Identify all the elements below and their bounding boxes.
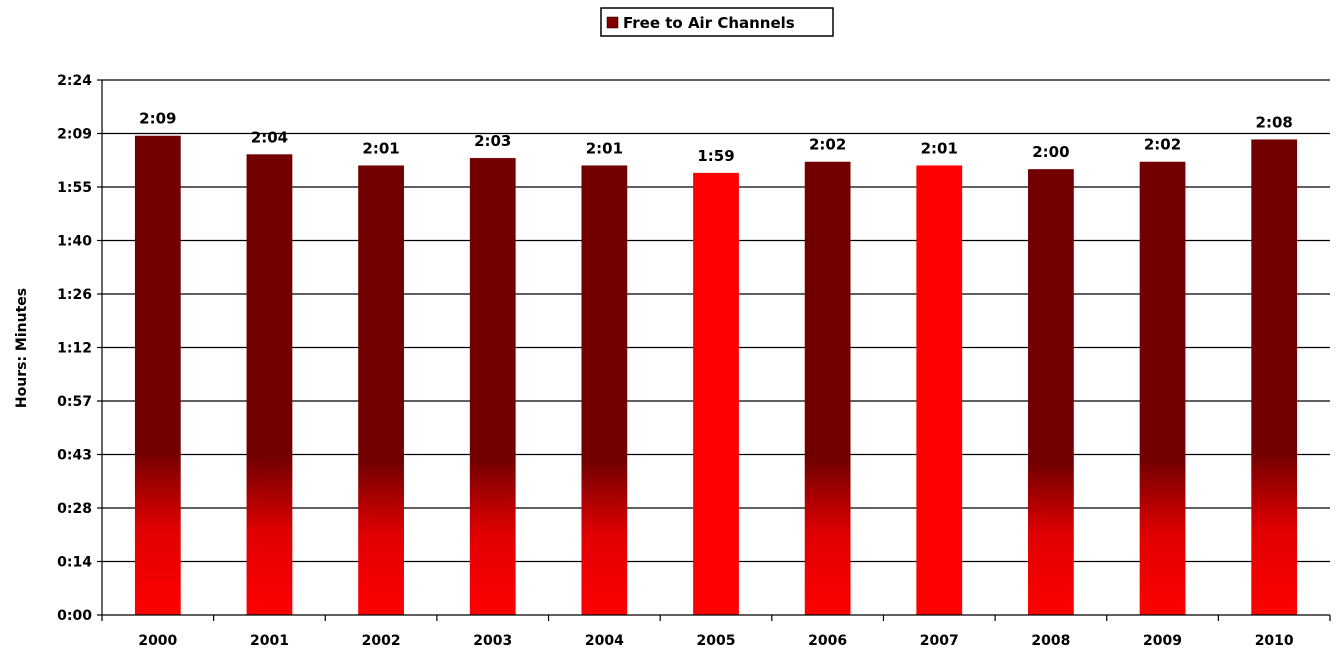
data-label-2009: 2:02	[1144, 136, 1181, 154]
gridlines	[102, 79, 1330, 563]
x-tick-label: 2007	[920, 633, 959, 649]
bar-2002	[358, 165, 404, 615]
bar-2008	[1028, 169, 1074, 615]
data-label-2010: 2:08	[1256, 113, 1293, 131]
y-tick-label: 0:28	[57, 501, 92, 517]
legend-box	[600, 7, 834, 37]
x-tick-label: 2006	[808, 633, 847, 649]
y-tick-label: 1:12	[57, 341, 92, 357]
bar-2003	[469, 158, 516, 616]
data-label-2005: 1:59	[697, 147, 734, 165]
x-tick-label: 2000	[138, 633, 177, 649]
y-tick-label: 0:43	[57, 448, 92, 464]
data-label-2006: 2:02	[809, 136, 846, 154]
x-tick-label: 2010	[1255, 633, 1294, 649]
data-label-2002: 2:01	[362, 139, 399, 157]
data-label-2003: 2:03	[474, 132, 511, 150]
x-tick-label: 2009	[1143, 633, 1182, 649]
bar-2004	[581, 165, 628, 615]
bar-2001	[246, 154, 293, 616]
data-labels: 2:09 2:04 2:01 2:03 2:01 1:59 2:02 2:01 2:00 2:02…	[139, 110, 1293, 165]
bar-2000	[134, 135, 181, 615]
data-label-2001: 2:04	[251, 128, 288, 146]
x-tick-label: 2001	[250, 633, 289, 649]
y-tick-label: 0:57	[57, 394, 92, 410]
bar-2009	[1139, 161, 1186, 615]
y-tick-label: 1:40	[57, 234, 92, 250]
y-tick-label: 0:14	[57, 555, 92, 571]
data-label-2007: 2:01	[921, 139, 958, 157]
bar-2007	[916, 165, 963, 615]
bars	[134, 135, 1298, 616]
y-axis-title: Hours: Minutes	[14, 288, 30, 408]
x-tick-label: 2003	[473, 633, 512, 649]
x-tick-label: 2005	[697, 633, 736, 649]
y-tick-label: 1:55	[57, 180, 92, 196]
x-tick-label: 2008	[1031, 633, 1070, 649]
y-tick-label: 1:26	[57, 287, 92, 303]
y-tick-label: 2:09	[57, 127, 92, 143]
data-label-2000: 2:09	[139, 110, 176, 128]
legend: Free to Air Channels	[600, 7, 834, 37]
y-axis: 0:00 0:14 0:28 0:43 0:57 1:12 1:26 1:40 1:55 2:09…	[57, 73, 103, 624]
bar-2005	[693, 172, 739, 615]
x-axis: 2000 2001 2002 2003 2004 2005 2006 2007 2008 2009…	[101, 614, 1331, 649]
bar-2010	[1251, 139, 1298, 615]
bar-2006	[804, 161, 851, 615]
data-label-2008: 2:00	[1032, 143, 1069, 161]
legend-swatch	[606, 16, 619, 29]
y-tick-label: 2:24	[57, 73, 92, 89]
y-tick-label: 0:00	[57, 608, 92, 624]
x-tick-label: 2002	[362, 633, 401, 649]
data-label-2004: 2:01	[586, 139, 623, 157]
x-tick-label: 2004	[585, 633, 624, 649]
legend-label: Free to Air Channels	[623, 14, 795, 32]
